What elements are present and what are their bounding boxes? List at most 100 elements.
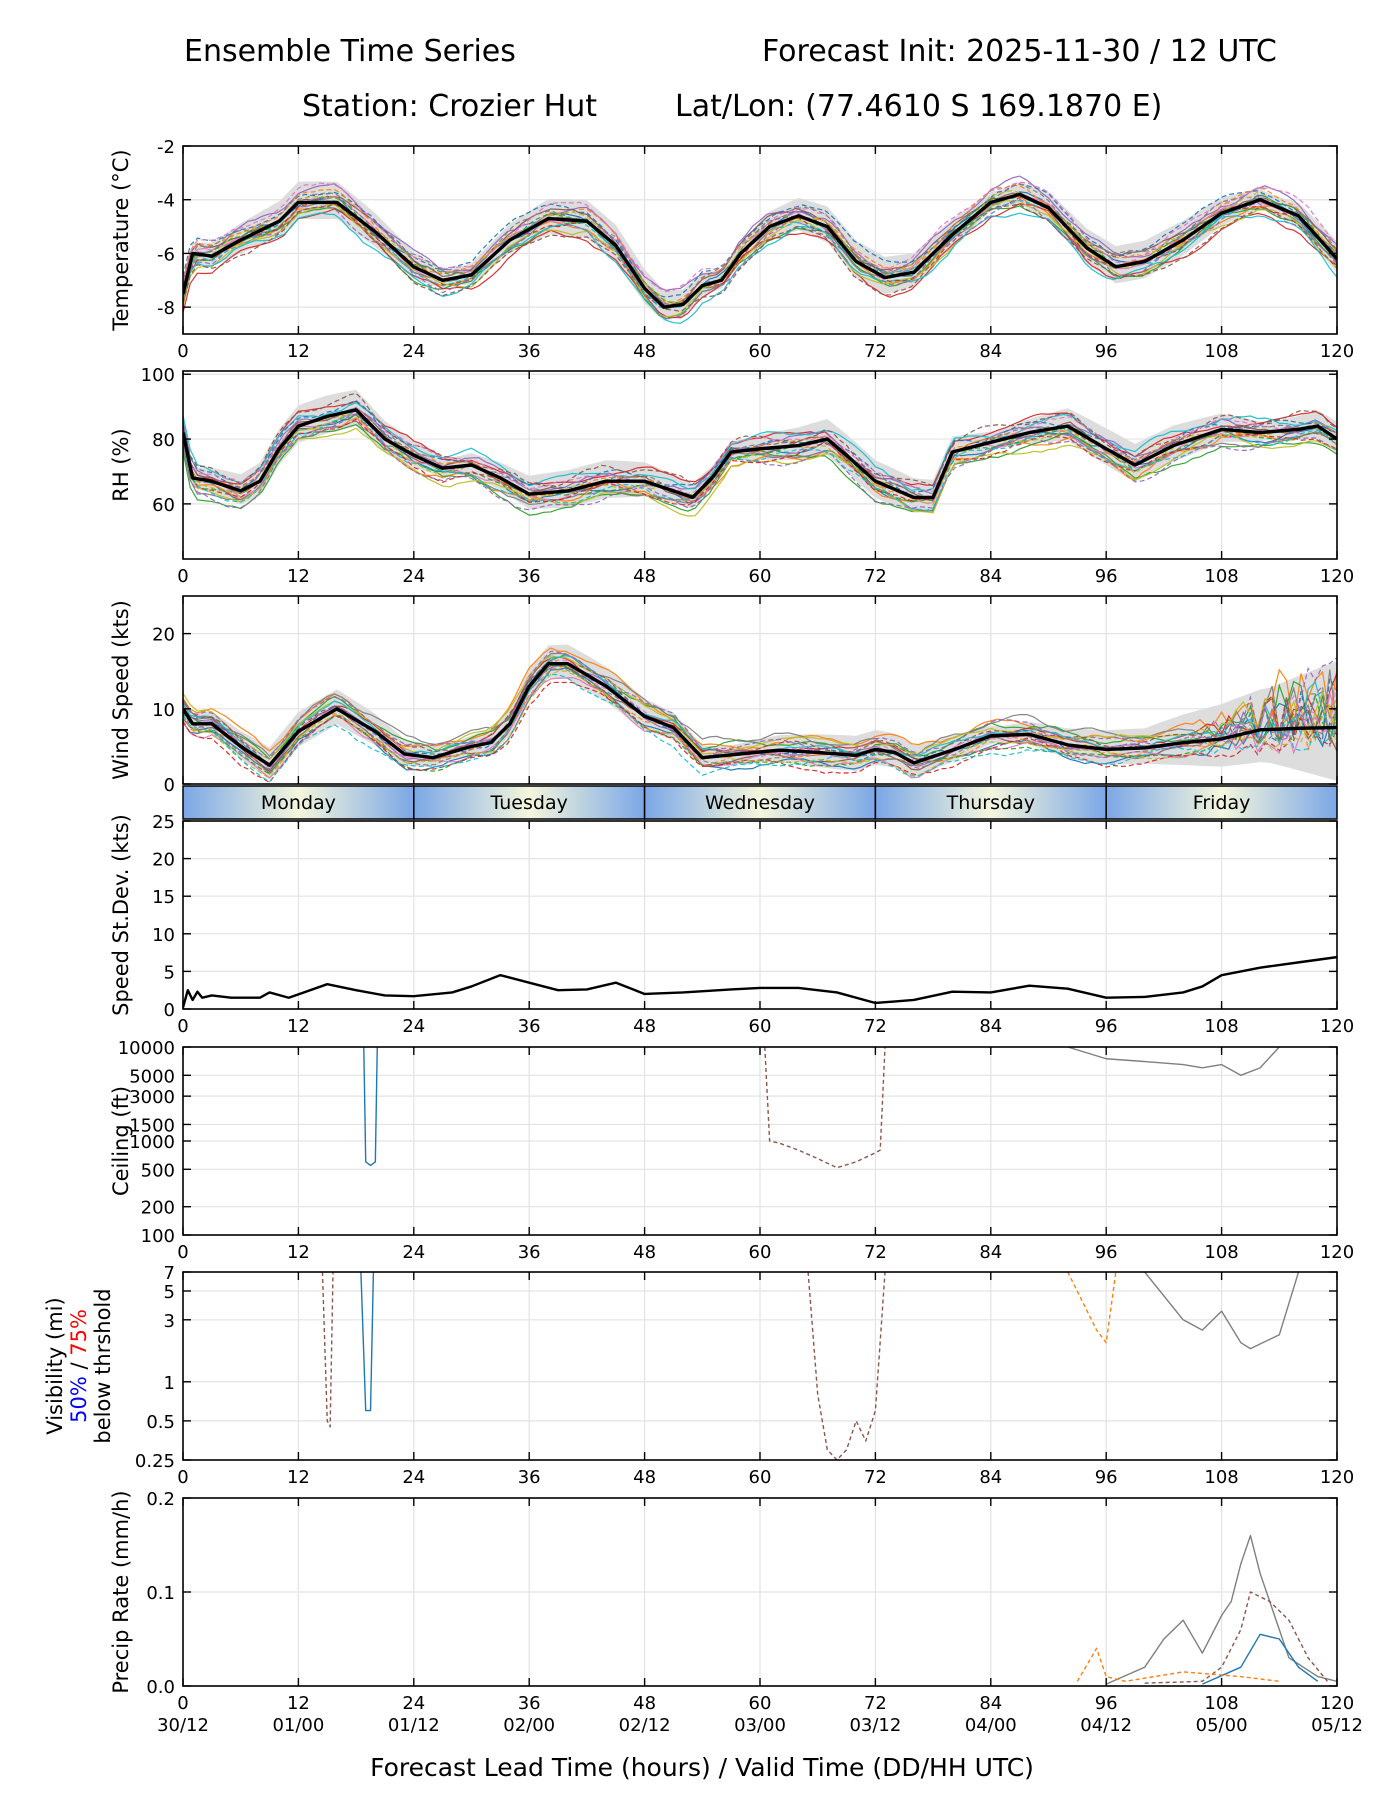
x-tick-label: 36 <box>518 341 541 362</box>
y-tick-label: 20 <box>152 850 175 871</box>
y-tick-label: 10 <box>152 700 175 721</box>
series-line-precip-rate <box>1076 1647 1280 1683</box>
x-tick-label: 84 <box>979 1467 1002 1488</box>
x-tick-label: 108 <box>1204 1016 1238 1037</box>
series-line-ceiling <box>764 1047 886 1169</box>
x-tick-label: 24 <box>402 566 425 587</box>
x-tick-label: 0 <box>177 1693 188 1714</box>
y-tick-label: 1000 <box>129 1132 175 1153</box>
x-tick-label: 48 <box>633 341 656 362</box>
y-axis-title: Precip Rate (mm/h) <box>109 1490 133 1693</box>
x-tick-label: 72 <box>864 341 887 362</box>
member-line-relative-humidity <box>183 402 1337 492</box>
y-tick-label: 1 <box>164 1373 175 1394</box>
plot-area-ceiling <box>363 1047 1280 1169</box>
y-tick-label: 20 <box>152 625 175 646</box>
x-tick-label: 108 <box>1204 1242 1238 1263</box>
ensemble-spread-temperature <box>183 181 1337 321</box>
series-line-precip-rate <box>1202 1633 1319 1685</box>
member-line-wind-speed <box>183 670 1337 779</box>
valid-time-label: 01/00 <box>272 1715 324 1736</box>
member-line-relative-humidity <box>183 427 1337 517</box>
x-tick-label: 36 <box>518 1693 541 1714</box>
plot-area-relative-humidity <box>183 389 1337 517</box>
y-tick-label: 0 <box>164 1000 175 1021</box>
x-tick-label: 24 <box>402 1467 425 1488</box>
valid-time-label: 02/00 <box>503 1715 555 1736</box>
y-tick-label: 100 <box>141 1226 175 1247</box>
member-line-relative-humidity <box>183 413 1337 511</box>
day-label-thursday: Thursday <box>946 792 1035 814</box>
threshold-legend-part-0: 50% <box>67 1370 91 1423</box>
y-tick-label: 5000 <box>129 1066 175 1087</box>
x-tick-label: 72 <box>864 1016 887 1037</box>
series-line-ceiling <box>363 1047 378 1167</box>
y-tick-label: 5 <box>164 1282 175 1303</box>
x-tick-label: 60 <box>749 1242 772 1263</box>
member-line-relative-humidity <box>183 413 1337 499</box>
x-tick-label: 24 <box>402 341 425 362</box>
grid-ceiling <box>182 1046 1338 1236</box>
y-tick-label: -2 <box>157 137 175 158</box>
x-tick-label: 24 <box>402 1242 425 1263</box>
x-tick-label: 96 <box>1095 1016 1118 1037</box>
x-tick-label: 96 <box>1095 1467 1118 1488</box>
plot-area-precip-rate <box>1076 1534 1337 1685</box>
x-tick-label: 60 <box>749 1693 772 1714</box>
member-line-temperature <box>183 203 1337 319</box>
plot-area-wind-speed <box>183 644 1337 784</box>
latlon-label: Lat/Lon: (77.4610 S 169.1870 E) <box>675 89 1163 124</box>
day-cell-thursday <box>874 785 1107 820</box>
member-line-wind-speed <box>183 650 1337 760</box>
x-tick-label: 12 <box>287 566 310 587</box>
x-tick-label: 12 <box>287 1016 310 1037</box>
y-axis-title: Ceiling (ft) <box>109 1086 133 1196</box>
x-tick-label: 24 <box>402 1693 425 1714</box>
x-tick-label: 48 <box>633 566 656 587</box>
member-line-wind-speed <box>183 668 1337 770</box>
y-tick-label: 10 <box>152 925 175 946</box>
member-line-temperature <box>183 212 1337 324</box>
y-axis-title: Wind Speed (kts) <box>109 600 133 780</box>
x-tick-label: 0 <box>177 1467 188 1488</box>
day-cell-wednesday <box>643 785 877 820</box>
series-line-visibility <box>1067 1272 1117 1344</box>
x-tick-label: 96 <box>1095 1242 1118 1263</box>
x-tick-label: 96 <box>1095 1693 1118 1714</box>
valid-time-label: 04/12 <box>1080 1715 1132 1736</box>
panel-temperature: -8 -6 -4 -2 0 12 24 36 48 60 72 84 96 108 120 Temperatu… <box>109 137 1354 362</box>
x-tick-label: 0 <box>177 566 188 587</box>
series-line-wind-speed <box>183 661 1337 767</box>
x-tick-label: 36 <box>518 1242 541 1263</box>
x-tick-label: 108 <box>1204 1693 1238 1714</box>
day-cell-monday <box>182 785 415 820</box>
y-axis-title: Speed St.Dev. (kts) <box>109 814 133 1016</box>
y-tick-label: 5 <box>164 962 175 983</box>
chart-title: Ensemble Time Series <box>184 34 516 69</box>
y-tick-label: 0.0 <box>146 1677 175 1698</box>
member-line-temperature <box>183 175 1337 291</box>
y-tick-label: 25 <box>152 812 175 833</box>
y-tick-label: 0.1 <box>146 1583 175 1604</box>
member-line-relative-humidity <box>183 409 1337 512</box>
x-tick-label: 24 <box>402 1016 425 1037</box>
series-line-speed-stdev <box>183 955 1337 1008</box>
panel-visibility: 0.25 0.5 1 3 57 0 12 24 36 48 60 72 84 96 108 120 Visibi… <box>43 1263 1354 1488</box>
y-tick-label: 0.5 <box>146 1412 175 1433</box>
y-tick-label: 0 <box>164 775 175 796</box>
member-line-temperature <box>183 183 1337 305</box>
member-line-temperature <box>183 193 1337 306</box>
x-tick-label: 60 <box>749 341 772 362</box>
x-tick-label: 36 <box>518 566 541 587</box>
y-tick-label: 0.2 <box>146 1489 175 1510</box>
y-tick-label: 10000 <box>118 1038 175 1059</box>
y-tick-label: -8 <box>157 298 175 319</box>
x-tick-label: 12 <box>287 1242 310 1263</box>
member-line-wind-speed <box>183 660 1337 765</box>
x-tick-label: 84 <box>979 1693 1002 1714</box>
y-tick-label: -4 <box>157 191 175 212</box>
y-tick-label: 3 <box>164 1311 175 1332</box>
series-line-temperature <box>183 192 1337 309</box>
x-tick-label: 84 <box>979 341 1002 362</box>
